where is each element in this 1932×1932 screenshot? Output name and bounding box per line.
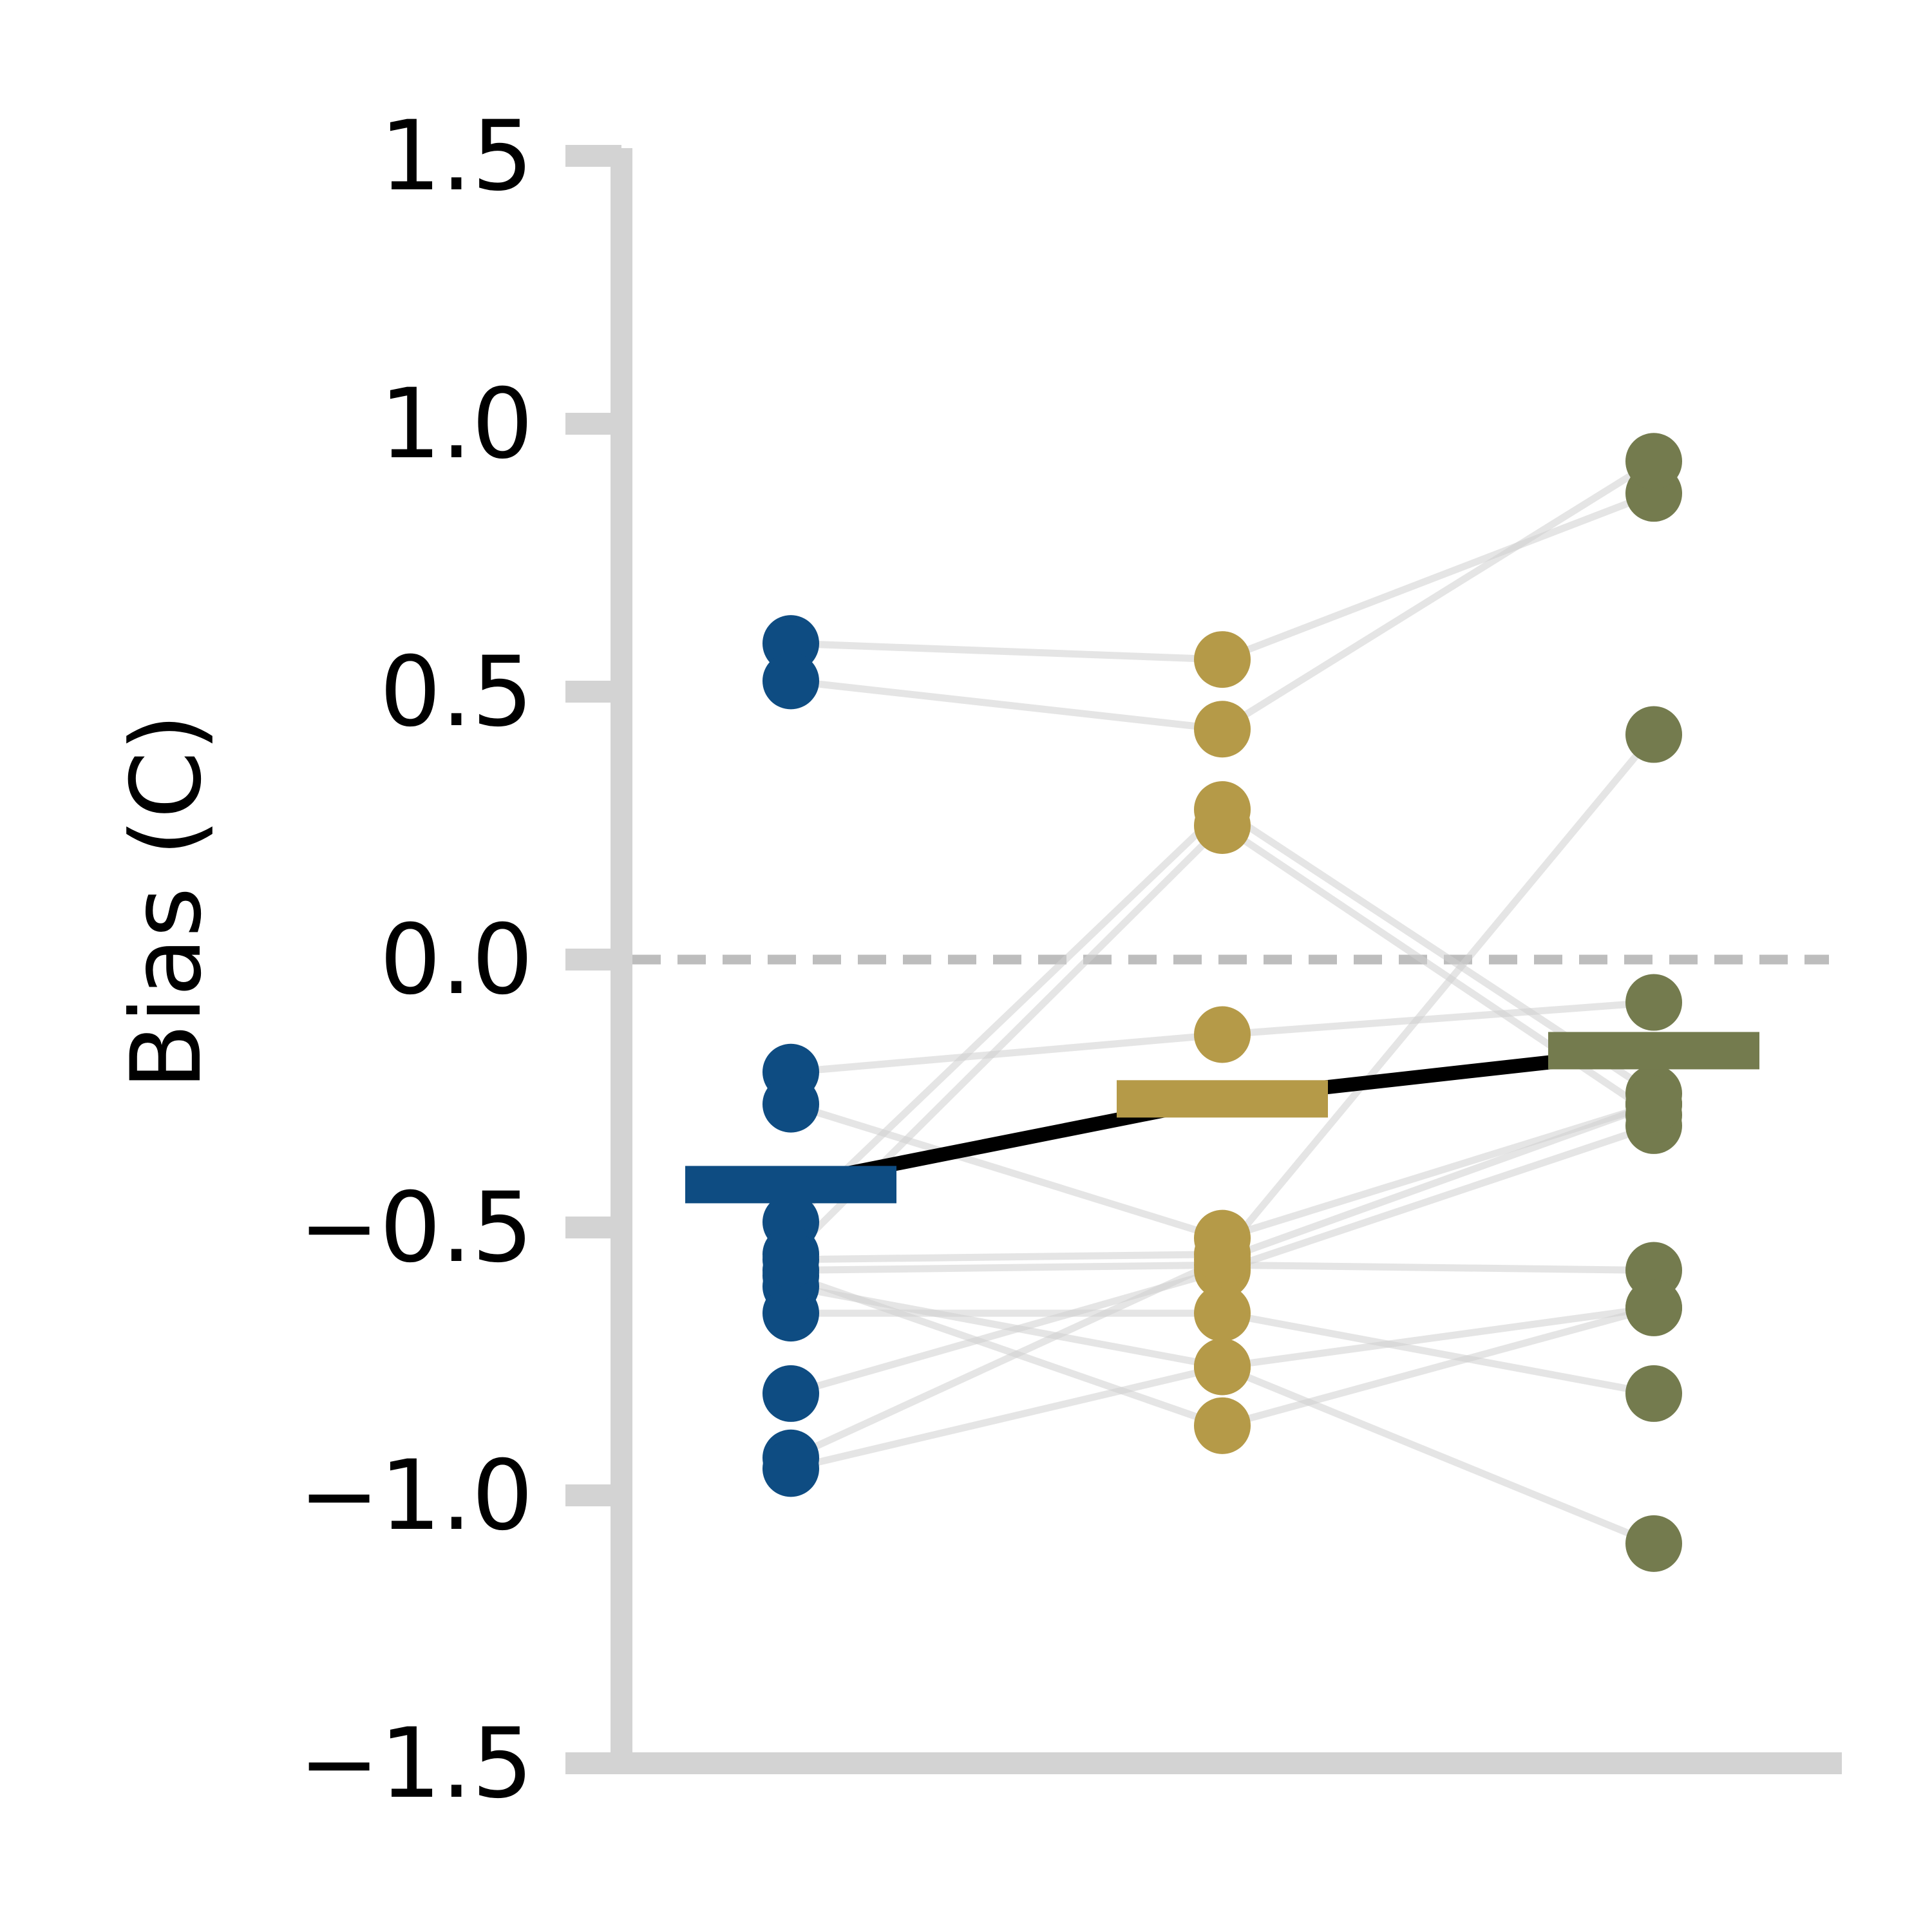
data-point — [1194, 1226, 1251, 1283]
subject-line — [790, 458, 1656, 733]
mean-line — [789, 1043, 1655, 1192]
data-point — [1625, 1279, 1682, 1336]
y-axis-label: Bias (C) — [111, 714, 223, 1090]
data-points — [762, 433, 1682, 1572]
y-axis: −1.5 −1.0 −0.5 0.0 0.5 1.0 1.5 — [299, 100, 632, 1820]
mean-bar — [685, 1166, 896, 1204]
data-point — [1625, 1075, 1682, 1133]
y-tick-label: 0.0 — [379, 904, 533, 1016]
data-point — [1194, 1338, 1251, 1396]
data-point — [762, 1231, 819, 1288]
data-point — [1625, 1365, 1682, 1422]
mean-line-group — [789, 1043, 1655, 1192]
y-tick-label: −1.0 — [299, 1440, 533, 1552]
data-point — [762, 652, 819, 710]
data-point — [762, 1365, 819, 1422]
data-point — [1194, 1285, 1251, 1342]
y-tick-label: −1.5 — [299, 1708, 533, 1820]
y-tick-label: 0.5 — [379, 636, 533, 748]
data-point — [762, 1440, 819, 1497]
y-tick-label: −0.5 — [299, 1172, 533, 1284]
data-point — [1194, 797, 1251, 854]
y-tick-label: 1.5 — [379, 100, 533, 213]
data-point — [1625, 706, 1682, 763]
data-point — [1625, 433, 1682, 490]
data-point — [1194, 1397, 1251, 1454]
mean-bars — [685, 1032, 1759, 1204]
y-tick-label: 1.0 — [379, 368, 533, 480]
data-point — [1194, 701, 1251, 758]
data-point — [1194, 631, 1251, 688]
data-point — [1625, 974, 1682, 1031]
mean-bar — [1117, 1080, 1328, 1118]
data-point — [762, 1075, 819, 1133]
data-point — [1194, 1006, 1251, 1063]
y-ticks: −1.5 −1.0 −0.5 0.0 0.5 1.0 1.5 — [299, 100, 621, 1820]
mean-bar — [1548, 1032, 1759, 1070]
data-point — [1625, 1515, 1682, 1572]
